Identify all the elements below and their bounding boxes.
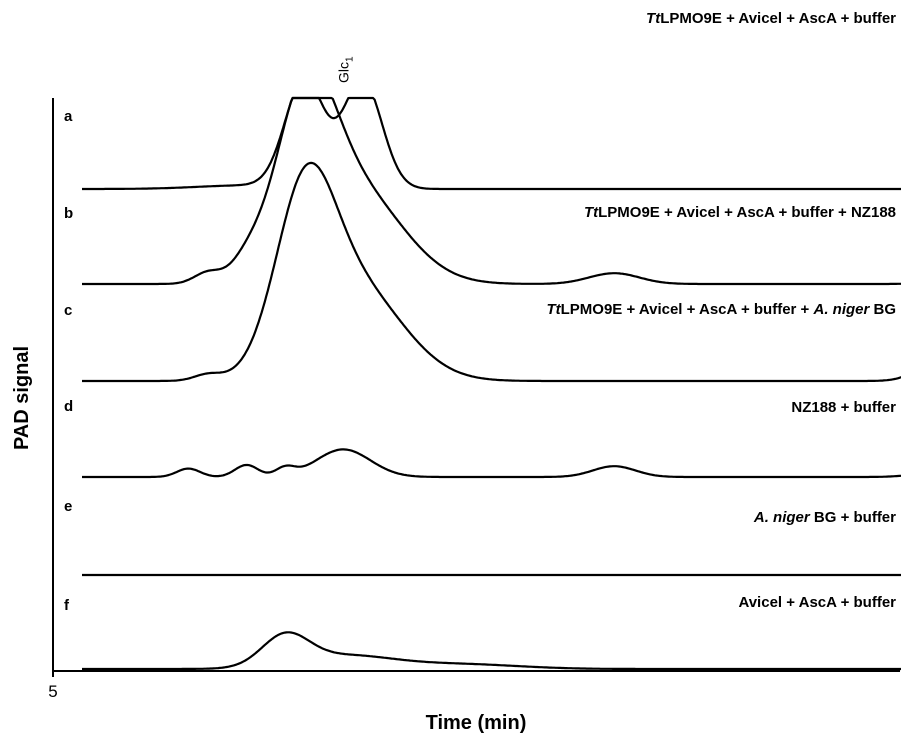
- trace-label-a: TtLPMO9E + Avicel + AscA + buffer: [646, 10, 896, 27]
- trace-letter-d: d: [64, 398, 73, 415]
- trace-b: [82, 96, 901, 286]
- peak-label: Glc1: [335, 56, 355, 83]
- trace-label-f: Avicel + AscA + buffer: [738, 594, 896, 611]
- trace-c: [82, 161, 901, 383]
- x-axis-title: Time (min): [426, 712, 527, 734]
- trace-d: [82, 448, 901, 479]
- trace-label-b: TtLPMO9E + Avicel + AscA + buffer + NZ18…: [584, 204, 896, 221]
- traces-group: [82, 96, 901, 671]
- trace-a: [82, 96, 901, 191]
- peak-labels-group: Glc1Glc2Glc3GlcAGlc4Glc5Glc6Glc1GlcAGlc2…: [335, 56, 355, 83]
- trace-e: [82, 573, 901, 577]
- trace-letter-b: b: [64, 205, 73, 222]
- x-axis-ticks: 510152025: [48, 671, 58, 701]
- trace-labels-group: a TtLPMO9E + Avicel + AscA + buffer b TtLPM…: [64, 10, 896, 614]
- trace-label-e: A. niger BG + buffer: [753, 509, 896, 526]
- trace-letter-f: f: [64, 597, 70, 614]
- trace-f: [82, 631, 901, 671]
- x-tick-label: 5: [48, 682, 57, 701]
- y-axis-title: PAD signal: [11, 346, 33, 450]
- trace-letter-e: e: [64, 498, 72, 515]
- trace-letter-c: c: [64, 302, 72, 319]
- trace-label-d: NZ188 + buffer: [791, 399, 896, 416]
- trace-letter-a: a: [64, 108, 73, 125]
- trace-label-c: TtLPMO9E + Avicel + AscA + buffer + A. n…: [546, 301, 896, 318]
